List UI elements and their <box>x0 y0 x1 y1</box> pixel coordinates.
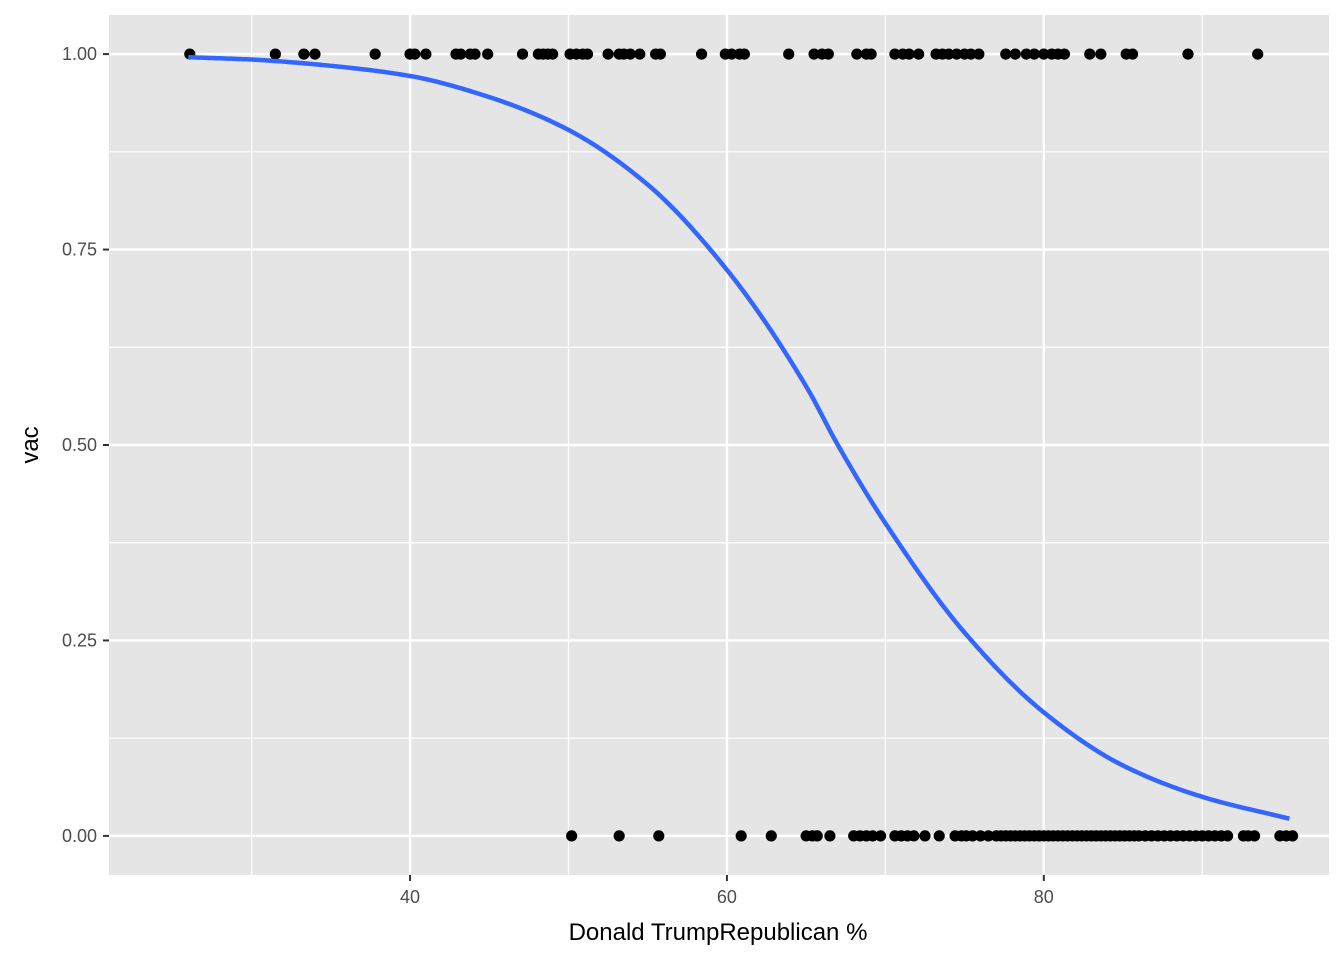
x-tick-label: 40 <box>400 887 420 907</box>
data-point <box>919 830 931 842</box>
data-point <box>865 48 877 60</box>
data-point <box>903 48 915 60</box>
data-point <box>726 48 738 60</box>
data-point <box>889 48 901 60</box>
data-point <box>566 830 578 842</box>
data-point <box>965 48 977 60</box>
data-point <box>1009 48 1021 60</box>
data-point <box>1126 48 1139 60</box>
data-point <box>943 48 955 60</box>
x-tick-label: 60 <box>717 887 737 907</box>
data-point <box>822 48 834 60</box>
data-point <box>1221 830 1234 842</box>
data-point <box>908 830 920 842</box>
x-tick-label: 80 <box>1034 887 1054 907</box>
data-point <box>933 830 945 842</box>
y-tick-label: 0.25 <box>62 630 97 650</box>
data-point <box>808 48 820 60</box>
x-axis: 40 60 80 <box>400 875 1054 907</box>
data-point <box>1252 48 1264 60</box>
data-point <box>966 830 979 842</box>
data-point <box>875 830 887 842</box>
data-point <box>547 48 559 60</box>
data-point <box>298 48 310 60</box>
data-point <box>824 830 836 842</box>
data-point <box>624 48 636 60</box>
y-axis-title: vac <box>17 426 44 463</box>
data-point <box>913 48 925 60</box>
data-point <box>653 830 665 842</box>
data-point <box>783 48 795 60</box>
data-points <box>184 48 1299 842</box>
data-point <box>974 830 987 842</box>
y-tick-label: 0.50 <box>62 435 97 455</box>
y-tick-label: 0.75 <box>62 240 97 260</box>
data-point <box>613 830 625 842</box>
data-point <box>982 830 994 842</box>
data-point <box>482 48 494 60</box>
data-point <box>269 48 281 60</box>
y-axis: 0.00 0.25 0.50 0.75 1.00 <box>62 44 109 846</box>
data-point <box>1058 48 1071 60</box>
data-point <box>369 48 381 60</box>
data-point <box>695 48 708 60</box>
data-point <box>1084 48 1096 60</box>
data-point <box>867 830 879 842</box>
data-point <box>581 48 594 60</box>
y-tick-label: 1.00 <box>62 44 97 64</box>
data-point <box>738 48 750 60</box>
data-point <box>735 830 747 842</box>
data-point <box>811 830 823 842</box>
fit-curve <box>188 54 1290 821</box>
data-point <box>602 48 614 60</box>
data-point <box>420 48 432 60</box>
data-point <box>409 48 421 60</box>
data-point <box>1095 48 1107 60</box>
data-point <box>765 830 777 842</box>
x-axis-title: Donald TrumpRepublican % <box>569 919 868 946</box>
data-point <box>1248 830 1261 842</box>
data-point <box>1028 48 1040 60</box>
data-point <box>634 48 646 60</box>
data-point <box>1182 48 1194 60</box>
data-point <box>1000 48 1012 60</box>
data-point <box>455 48 467 60</box>
data-point <box>654 48 666 60</box>
data-point <box>469 48 481 60</box>
data-point <box>309 48 321 60</box>
data-point <box>951 48 963 60</box>
data-point <box>1020 48 1032 60</box>
y-tick-label: 0.00 <box>62 826 97 846</box>
data-point <box>851 48 863 60</box>
data-point <box>973 48 985 60</box>
data-point <box>1286 830 1299 842</box>
data-point <box>516 48 529 60</box>
data-point <box>1038 48 1050 60</box>
